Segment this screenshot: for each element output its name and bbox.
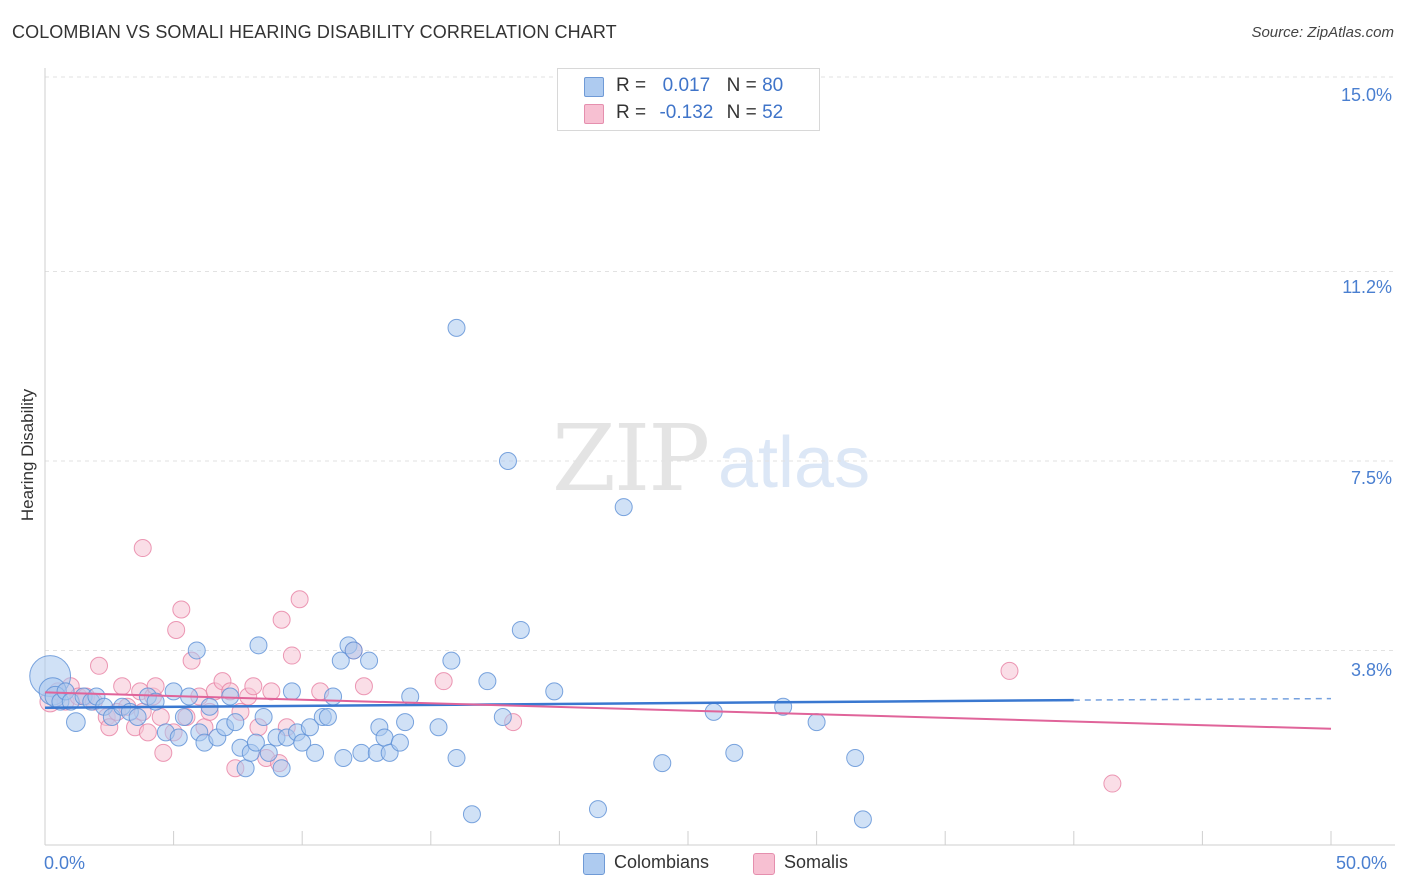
colombian-point xyxy=(128,708,147,726)
y-tick-label-15: 15.0% xyxy=(1340,85,1392,105)
x-tick-label-min: 0.0% xyxy=(44,853,86,873)
colombian-point xyxy=(187,641,206,660)
colombian-point xyxy=(498,452,517,470)
colombian-point xyxy=(164,682,183,701)
somali-point xyxy=(290,590,309,609)
colombian-point xyxy=(614,498,633,517)
y-tick-label-7-5: 7.5% xyxy=(1350,468,1392,488)
colombian-point xyxy=(226,713,245,732)
colombian-point xyxy=(725,743,744,762)
colombian-point xyxy=(442,651,461,670)
legend-n-value-somalis: 52 xyxy=(762,102,784,123)
legend-n-label: N = xyxy=(726,102,757,123)
colombian-point xyxy=(545,682,564,701)
colombian-point xyxy=(236,759,255,778)
bottom-legend-label-colombians: Colombians xyxy=(614,852,710,872)
bottom-legend-swatch-somalis xyxy=(753,853,775,875)
somalis-trend-line xyxy=(44,691,1332,730)
colombian-point xyxy=(429,718,448,737)
colombian-point xyxy=(511,620,530,639)
somali-point xyxy=(354,677,373,696)
colombian-point xyxy=(334,748,353,767)
somali-point xyxy=(172,600,191,619)
colombians-trend-extension xyxy=(1073,697,1332,701)
colombian-point xyxy=(293,733,312,752)
bottom-legend-swatch-colombians xyxy=(583,853,605,875)
colombian-point xyxy=(272,759,291,778)
bottom-legend-label-somalis: Somalis xyxy=(784,852,849,872)
colombian-point xyxy=(331,651,350,670)
colombian-point xyxy=(447,318,466,337)
colombian-point xyxy=(352,743,371,762)
colombian-point xyxy=(169,728,188,747)
watermark-atlas: atlas xyxy=(718,423,871,503)
somali-point xyxy=(434,672,453,691)
x-tick-label-max: 50.0% xyxy=(1336,853,1388,873)
somali-point xyxy=(133,539,152,558)
colombian-point xyxy=(653,754,672,773)
colombian-point xyxy=(396,713,415,732)
somali-point xyxy=(272,610,291,629)
legend-r-value-somalis: -0.132 xyxy=(659,102,714,123)
colombian-point xyxy=(306,743,325,762)
colombians-trend-line xyxy=(44,698,1074,710)
somali-point xyxy=(1000,661,1019,680)
correlation-legend: R = 0.017 N = 80 R = -0.132 N = 52 xyxy=(557,68,820,131)
colombian-point xyxy=(390,733,409,752)
colombian-point xyxy=(447,748,466,767)
colombian-point xyxy=(807,713,826,732)
legend-swatch-colombians xyxy=(584,77,604,97)
somali-point xyxy=(138,723,157,742)
chart-title: COLOMBIAN VS SOMALI HEARING DISABILITY C… xyxy=(12,22,617,42)
colombian-point xyxy=(66,712,86,732)
x-ticks xyxy=(173,831,1332,845)
colombian-point xyxy=(246,733,265,752)
somali-point xyxy=(244,677,263,696)
somali-point xyxy=(113,677,132,696)
somalis-points xyxy=(39,539,1122,793)
somali-point xyxy=(167,620,186,639)
somali-point xyxy=(1103,774,1122,793)
colombian-point xyxy=(324,687,343,706)
source-label: Source: ZipAtlas.com xyxy=(1251,24,1394,41)
colombian-point xyxy=(493,708,512,726)
colombian-point xyxy=(344,641,363,660)
somali-point xyxy=(90,656,109,675)
colombian-point xyxy=(478,672,497,691)
legend-n-value-colombians: 80 xyxy=(762,75,784,96)
watermark-zip: ZIP xyxy=(552,405,710,512)
colombian-point xyxy=(254,708,273,726)
colombian-point xyxy=(249,636,268,655)
colombian-point xyxy=(462,805,481,824)
colombian-point xyxy=(282,682,301,701)
colombian-point xyxy=(375,728,394,747)
colombian-point xyxy=(174,708,193,726)
y-tick-label-3-8: 3.8% xyxy=(1350,660,1392,680)
colombian-point xyxy=(588,800,607,819)
somali-point xyxy=(154,743,173,762)
colombian-point xyxy=(318,708,337,726)
legend-r-label: R = xyxy=(616,102,647,123)
gridlines xyxy=(45,76,1395,651)
colombian-point xyxy=(300,718,319,737)
legend-swatch-somalis xyxy=(584,104,604,124)
y-axis-label: Hearing Disability xyxy=(18,388,37,522)
y-tick-label-11-2: 11.2% xyxy=(1342,277,1392,297)
colombian-point xyxy=(259,743,278,762)
trend-lines xyxy=(44,691,1332,730)
legend-n-label: N = xyxy=(726,75,757,96)
somali-point xyxy=(282,646,301,665)
legend-r-value-colombians: 0.017 xyxy=(662,75,711,96)
colombian-point xyxy=(360,651,379,670)
somali-point xyxy=(151,708,170,726)
axes xyxy=(44,68,1395,846)
somali-point xyxy=(262,682,281,701)
colombian-point xyxy=(853,810,872,829)
colombian-point xyxy=(846,748,865,767)
legend-r-label: R = xyxy=(616,75,647,96)
